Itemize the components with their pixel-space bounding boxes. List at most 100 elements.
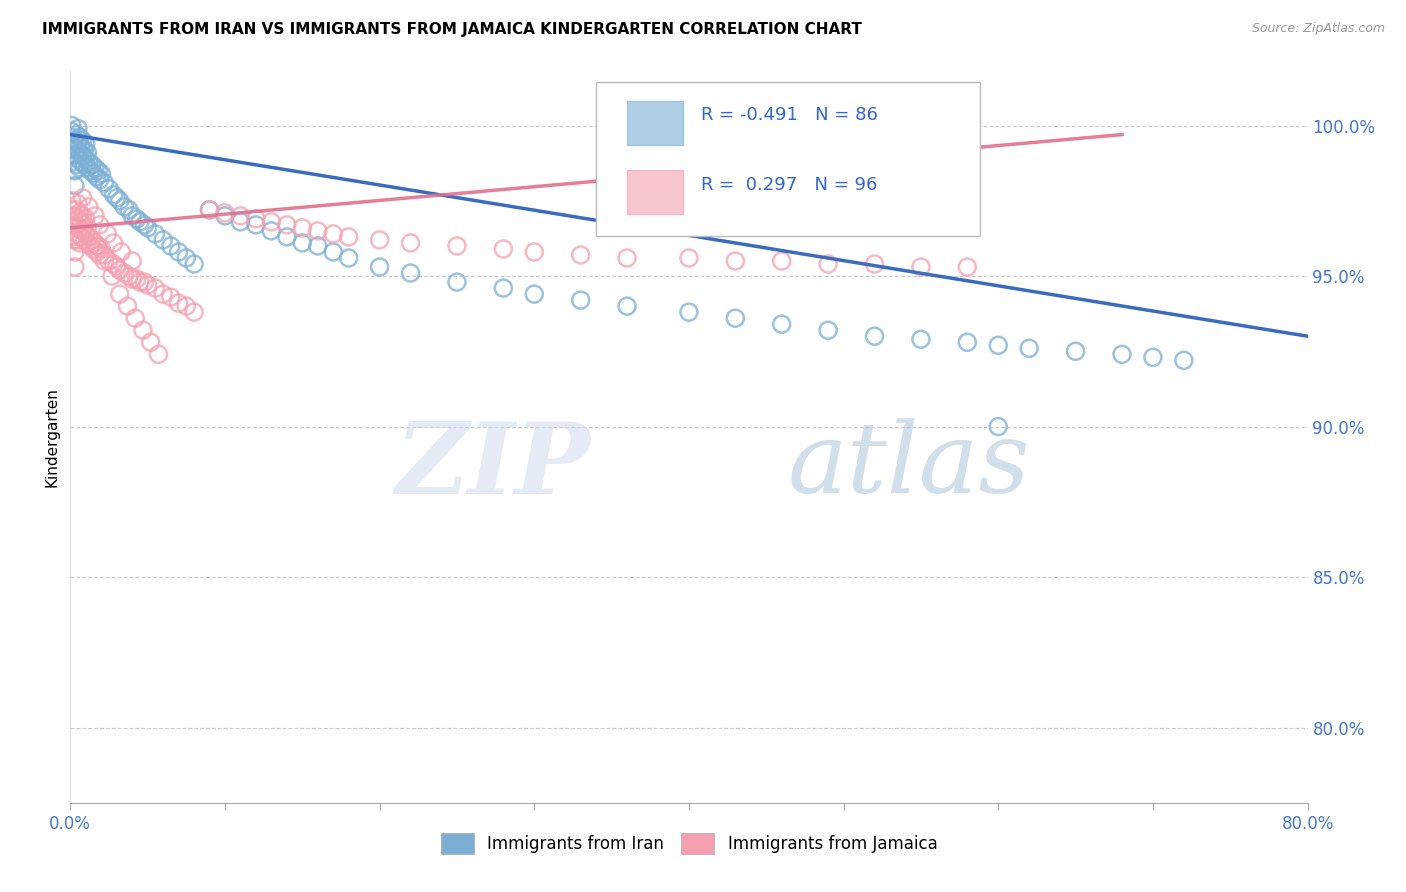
Point xyxy=(118,268,141,283)
Point xyxy=(145,227,166,241)
Point xyxy=(817,323,839,337)
Point xyxy=(93,254,115,268)
Point xyxy=(214,209,236,223)
Point xyxy=(69,145,91,160)
Point xyxy=(117,299,139,313)
Point xyxy=(523,244,546,259)
Point xyxy=(276,218,298,232)
Point xyxy=(65,128,87,142)
Point xyxy=(63,244,86,259)
Point xyxy=(129,275,152,289)
Point xyxy=(1111,347,1133,361)
Point xyxy=(76,161,98,175)
Point xyxy=(322,227,344,241)
Point xyxy=(63,178,86,193)
Point xyxy=(145,281,166,295)
Point xyxy=(1173,353,1195,368)
Point xyxy=(62,154,84,169)
Point xyxy=(569,248,592,262)
Point xyxy=(72,191,94,205)
Point xyxy=(72,209,94,223)
Point xyxy=(322,244,344,259)
Point xyxy=(183,257,205,271)
Point xyxy=(129,215,152,229)
Point xyxy=(62,230,84,244)
Point xyxy=(399,235,422,250)
Point xyxy=(291,220,314,235)
Point xyxy=(124,311,146,326)
Point xyxy=(80,158,103,172)
Point xyxy=(125,272,148,286)
Point xyxy=(569,293,592,307)
Text: Source: ZipAtlas.com: Source: ZipAtlas.com xyxy=(1251,22,1385,36)
Point xyxy=(229,209,252,223)
Text: R =  0.297   N = 96: R = 0.297 N = 96 xyxy=(702,176,877,194)
Point xyxy=(276,230,298,244)
Point xyxy=(167,244,190,259)
Point xyxy=(69,206,91,220)
Point xyxy=(75,227,97,241)
Point xyxy=(98,182,120,196)
Point xyxy=(73,158,96,172)
Point xyxy=(616,299,638,313)
Point xyxy=(93,176,115,190)
Point xyxy=(956,260,979,274)
Point xyxy=(136,220,159,235)
Point xyxy=(96,227,118,241)
Point xyxy=(956,335,979,350)
Point xyxy=(63,220,86,235)
Point xyxy=(69,130,91,145)
Point xyxy=(90,242,112,256)
Point xyxy=(114,266,135,280)
Point xyxy=(110,244,132,259)
Point xyxy=(93,248,115,262)
Point xyxy=(67,121,90,136)
Point xyxy=(114,200,135,214)
Point xyxy=(307,239,329,253)
Point xyxy=(229,215,252,229)
Point xyxy=(84,235,107,250)
Point xyxy=(75,211,97,226)
Point xyxy=(82,167,105,181)
Point xyxy=(198,202,221,217)
Point xyxy=(69,161,91,175)
Point xyxy=(770,317,793,331)
Point xyxy=(492,281,515,295)
Point xyxy=(70,139,93,153)
Point xyxy=(63,134,86,148)
FancyBboxPatch shape xyxy=(627,101,683,145)
Point xyxy=(399,266,422,280)
Point xyxy=(84,209,107,223)
Point xyxy=(121,209,143,223)
Point xyxy=(337,251,360,265)
Point xyxy=(79,239,101,253)
Point xyxy=(307,224,329,238)
Point xyxy=(79,163,101,178)
Point xyxy=(65,143,87,157)
Point xyxy=(523,287,546,301)
Point xyxy=(125,211,148,226)
Point xyxy=(863,329,886,343)
Point xyxy=(87,239,110,253)
Point xyxy=(134,218,156,232)
Point xyxy=(86,244,108,259)
Point xyxy=(73,143,96,157)
Text: R = -0.491   N = 86: R = -0.491 N = 86 xyxy=(702,106,879,124)
Point xyxy=(103,235,125,250)
Point xyxy=(90,167,112,181)
Point xyxy=(245,211,267,226)
Point xyxy=(76,145,98,160)
Point xyxy=(446,239,468,253)
Text: IMMIGRANTS FROM IRAN VS IMMIGRANTS FROM JAMAICA KINDERGARTEN CORRELATION CHART: IMMIGRANTS FROM IRAN VS IMMIGRANTS FROM … xyxy=(42,22,862,37)
Point xyxy=(62,139,84,153)
Point xyxy=(76,220,98,235)
Point xyxy=(770,254,793,268)
Point xyxy=(98,254,120,268)
Point xyxy=(910,332,932,346)
Point xyxy=(105,260,128,274)
Point xyxy=(84,161,107,175)
Point xyxy=(60,202,83,217)
Point xyxy=(678,251,700,265)
Point xyxy=(863,257,886,271)
Point xyxy=(152,233,174,247)
